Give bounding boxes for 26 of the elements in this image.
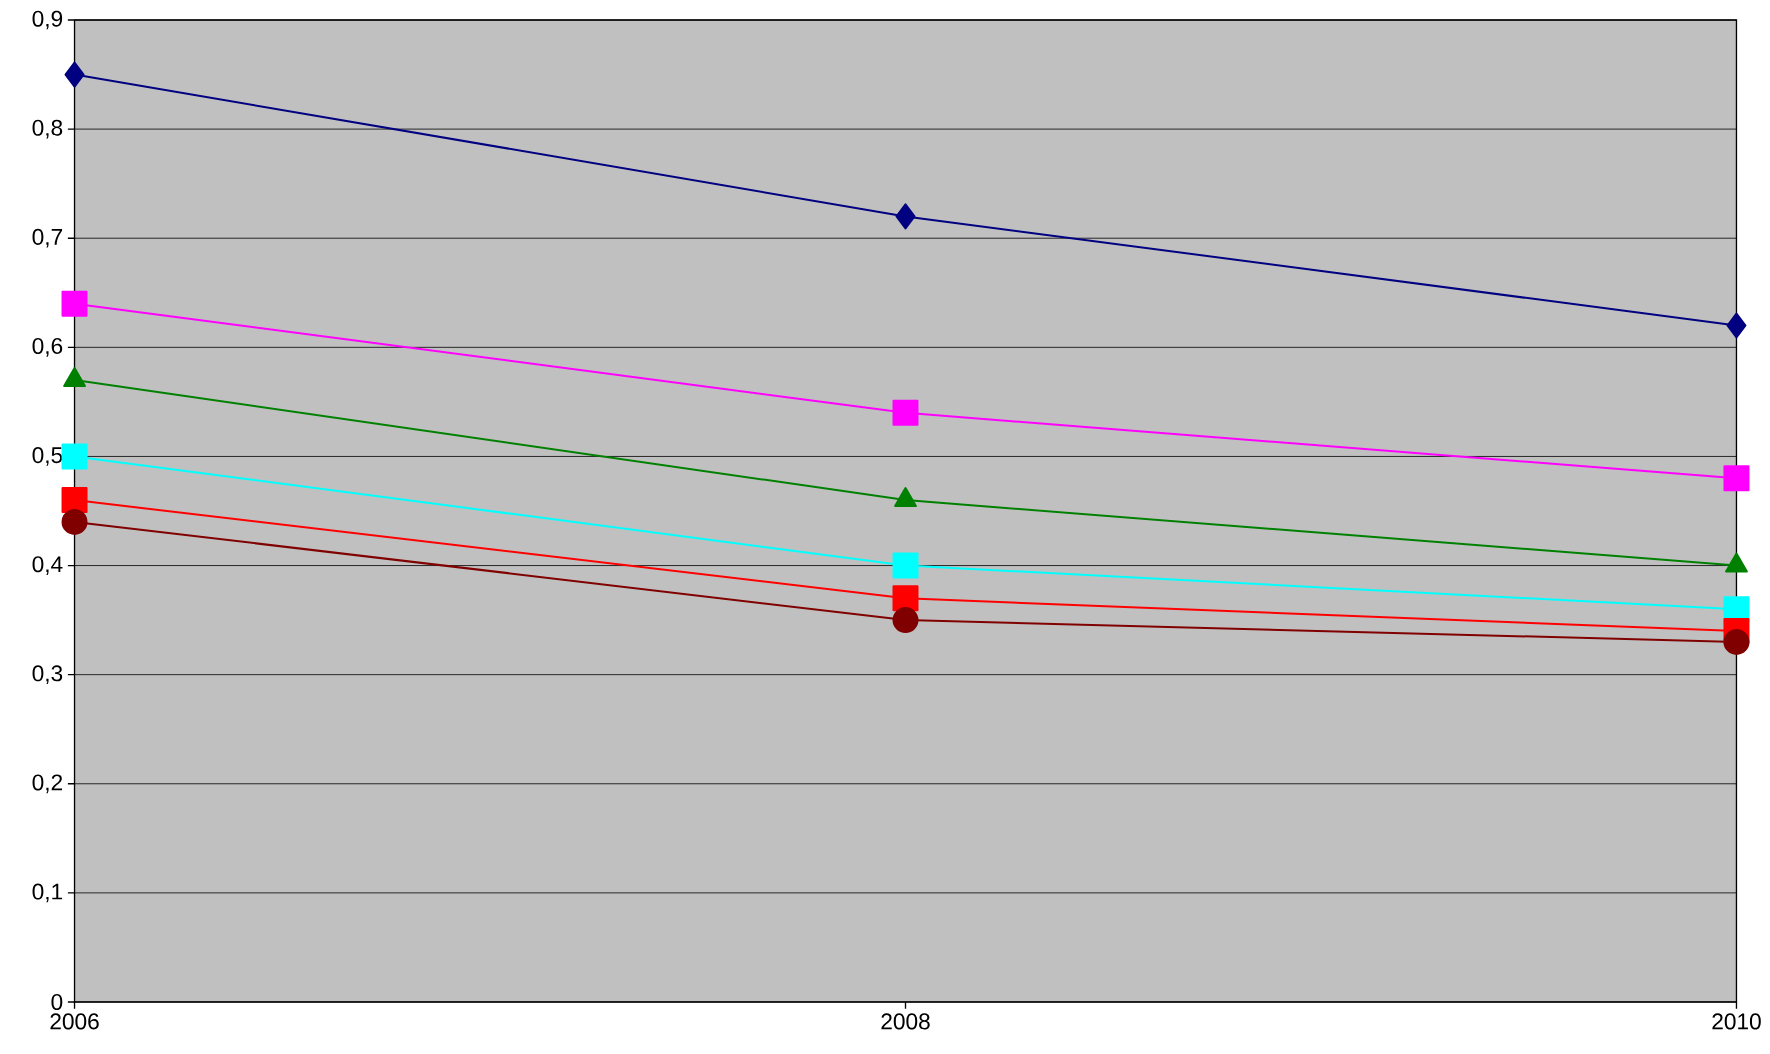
point	[892, 607, 919, 634]
point	[1723, 465, 1750, 492]
point	[892, 585, 919, 612]
y-tick-label: 0,3	[32, 665, 63, 685]
point	[895, 203, 916, 230]
point	[61, 290, 88, 317]
point	[892, 552, 919, 579]
x-tick-label: 2010	[1712, 1013, 1761, 1030]
x-tick-label: 2006	[50, 1013, 99, 1030]
y-tick-label: 0,5	[32, 447, 63, 466]
y-tick-label: 0,7	[32, 228, 63, 248]
y-tick-label: 0,1	[32, 883, 63, 903]
point	[892, 399, 919, 426]
y-tick-label: 0	[51, 993, 63, 1011]
point	[61, 443, 88, 470]
y-tick-label: 0,6	[32, 337, 63, 357]
point	[1726, 312, 1747, 339]
y-tick-label: 0,4	[32, 556, 63, 575]
x-tick-label: 2008	[881, 1013, 930, 1030]
point	[61, 508, 88, 535]
y-tick-label: 0,2	[32, 774, 63, 794]
point	[1723, 628, 1750, 655]
point	[61, 487, 88, 514]
y-tick-label: 0,9	[32, 10, 63, 30]
y-tick-label: 0,8	[32, 119, 63, 139]
point	[64, 61, 85, 88]
